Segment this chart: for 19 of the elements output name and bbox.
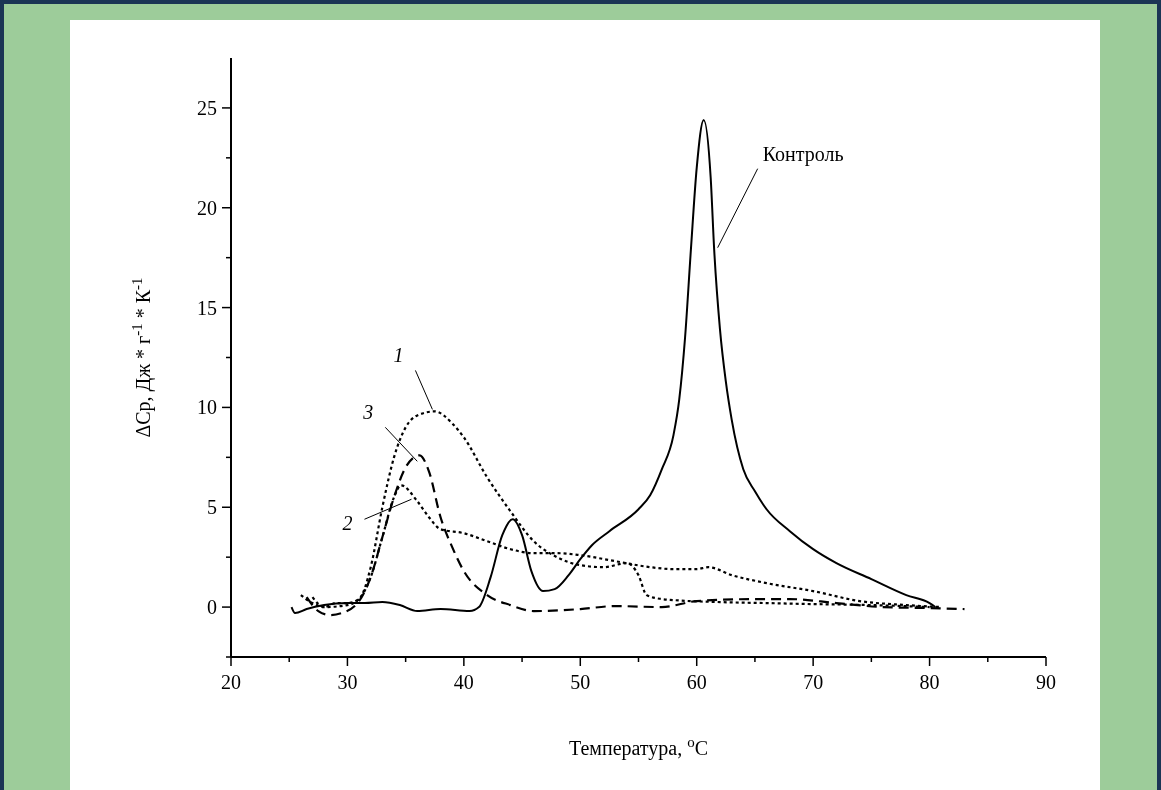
x-tick-label: 90 — [1036, 671, 1056, 693]
y-tick-label: 0 — [207, 596, 217, 619]
x-tick-label: 50 — [570, 671, 591, 693]
y-tick-label: 5 — [207, 496, 217, 519]
annotation: Контроль — [762, 142, 844, 166]
x-tick-label: 70 — [803, 671, 824, 693]
y-tick-label: 15 — [197, 296, 217, 319]
annotation: 3 — [362, 401, 374, 424]
y-tick-label: 25 — [197, 96, 217, 119]
x-tick-label: 20 — [221, 671, 241, 693]
x-axis-title: Температура, $^{o}$C — [568, 734, 709, 760]
x-tick-label: 30 — [337, 671, 358, 693]
annotation: 1 — [393, 344, 404, 367]
y-tick-label: 10 — [197, 396, 217, 419]
x-tick-label: 80 — [919, 671, 940, 693]
x-tick-label: 60 — [686, 671, 707, 693]
annotation: 2 — [342, 512, 353, 535]
x-tick-label: 40 — [453, 671, 474, 693]
y-tick-label: 20 — [197, 196, 217, 219]
